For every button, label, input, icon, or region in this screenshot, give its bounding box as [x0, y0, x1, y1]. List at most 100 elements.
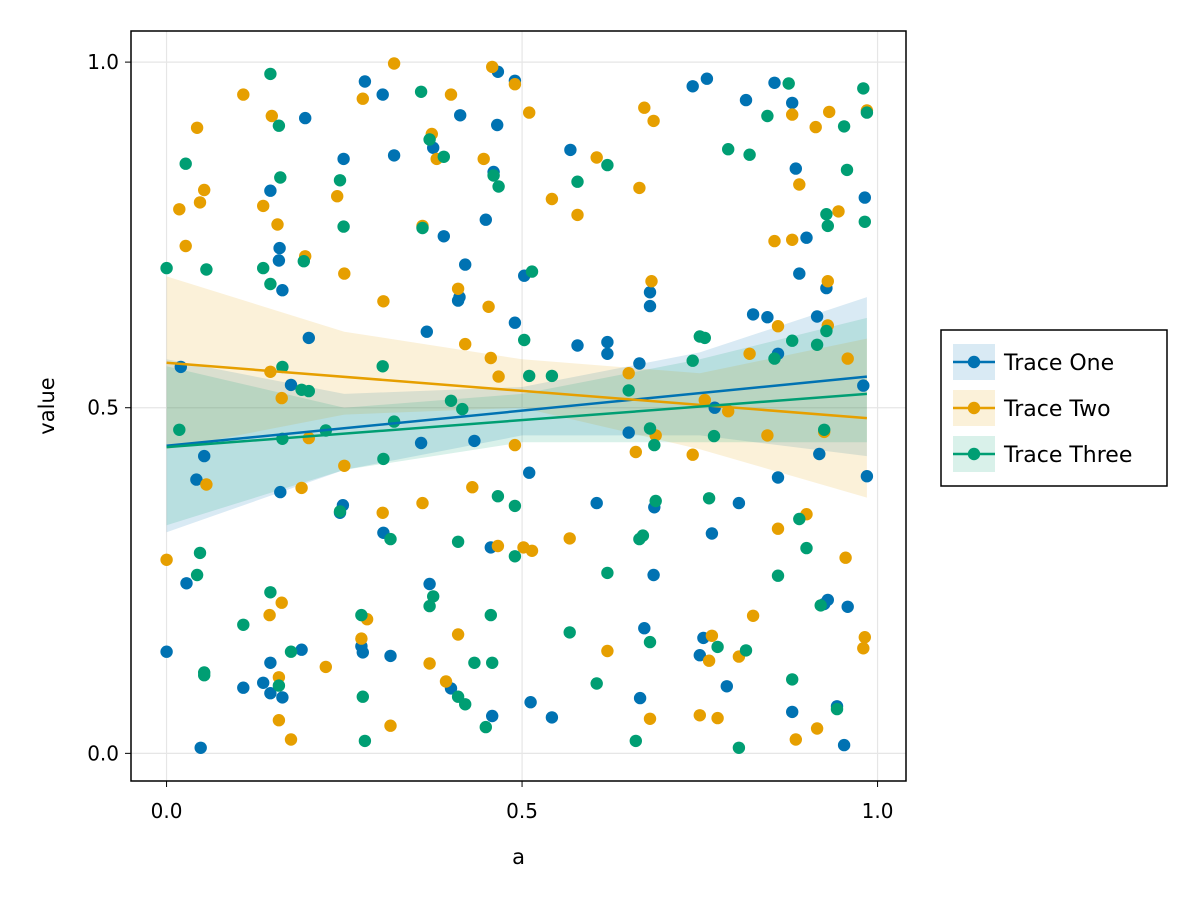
data-point [686, 354, 699, 367]
data-point [786, 705, 799, 719]
data-point [810, 310, 824, 323]
data-point [193, 196, 207, 209]
data-point [416, 496, 429, 510]
data-point [451, 535, 465, 548]
data-point [720, 680, 733, 693]
data-point [564, 143, 577, 157]
data-point [820, 324, 833, 338]
data-point [786, 96, 799, 110]
data-point [768, 76, 781, 90]
data-point [302, 384, 315, 398]
data-point [786, 334, 799, 347]
data-point [275, 596, 288, 609]
data-point [337, 152, 350, 166]
data-point [387, 57, 401, 70]
data-point [840, 163, 854, 177]
data-point [264, 687, 277, 700]
data-point [272, 254, 286, 267]
data-point [789, 733, 802, 746]
legend-marker [967, 355, 981, 369]
data-point [813, 447, 826, 461]
data-point [601, 566, 614, 580]
data-point [338, 267, 351, 280]
data-point [180, 577, 193, 590]
data-point [590, 496, 603, 510]
data-point [858, 631, 871, 644]
data-point [633, 357, 646, 370]
data-point [190, 568, 204, 582]
x-tick-label: 0.0 [151, 799, 183, 823]
data-point [271, 218, 284, 231]
data-point [636, 529, 650, 542]
data-point [523, 369, 536, 383]
data-point [545, 369, 559, 383]
data-point [622, 384, 635, 397]
data-point [820, 208, 833, 221]
x-tick-label: 0.5 [506, 799, 538, 823]
data-point [508, 499, 522, 513]
data-point [355, 608, 368, 622]
data-point [160, 553, 173, 566]
data-point [839, 551, 852, 564]
data-point [356, 92, 369, 105]
data-point [518, 333, 531, 347]
data-point [319, 660, 332, 674]
data-point [179, 157, 192, 170]
data-point [771, 471, 785, 484]
data-point [356, 646, 369, 659]
data-point [459, 698, 472, 711]
data-point [355, 632, 368, 645]
data-point [693, 709, 706, 722]
data-point [832, 205, 845, 218]
data-point [423, 577, 436, 591]
data-point [643, 635, 657, 649]
legend-label: Trace Two [1003, 397, 1111, 422]
data-point [633, 181, 646, 195]
data-point [707, 429, 721, 443]
data-point [601, 335, 614, 349]
data-point [793, 267, 806, 280]
data-point [492, 370, 505, 383]
data-point [508, 550, 522, 563]
data-point [358, 734, 372, 748]
data-point [686, 448, 699, 461]
fit-line [166, 361, 867, 420]
data-point [198, 669, 211, 682]
data-point [821, 219, 834, 233]
data-point [693, 649, 706, 662]
data-point [491, 539, 505, 553]
data-point [771, 569, 785, 582]
data-point [761, 429, 774, 442]
data-point [732, 741, 746, 754]
data-point [563, 626, 576, 639]
data-point [414, 436, 428, 450]
data-point [451, 282, 465, 295]
data-point [857, 642, 870, 655]
data-point [643, 286, 657, 299]
data-point [456, 402, 469, 416]
data-point [484, 351, 497, 365]
data-point [416, 221, 429, 235]
data-point [486, 709, 499, 723]
data-point [276, 691, 289, 704]
data-point [263, 608, 276, 622]
data-point [486, 656, 499, 669]
data-point [492, 180, 505, 193]
data-point [454, 109, 467, 122]
data-point [821, 275, 834, 288]
data-point [272, 679, 286, 692]
data-point [761, 311, 774, 324]
data-point [200, 478, 213, 491]
data-point [257, 676, 270, 689]
data-point [739, 644, 753, 657]
data-point [647, 114, 660, 128]
data-point [333, 505, 347, 518]
data-point [387, 149, 401, 162]
data-point [746, 308, 760, 321]
data-point [297, 255, 310, 268]
data-point [705, 527, 719, 540]
data-point [264, 184, 277, 197]
data-point [786, 108, 799, 121]
data-point [190, 121, 204, 134]
